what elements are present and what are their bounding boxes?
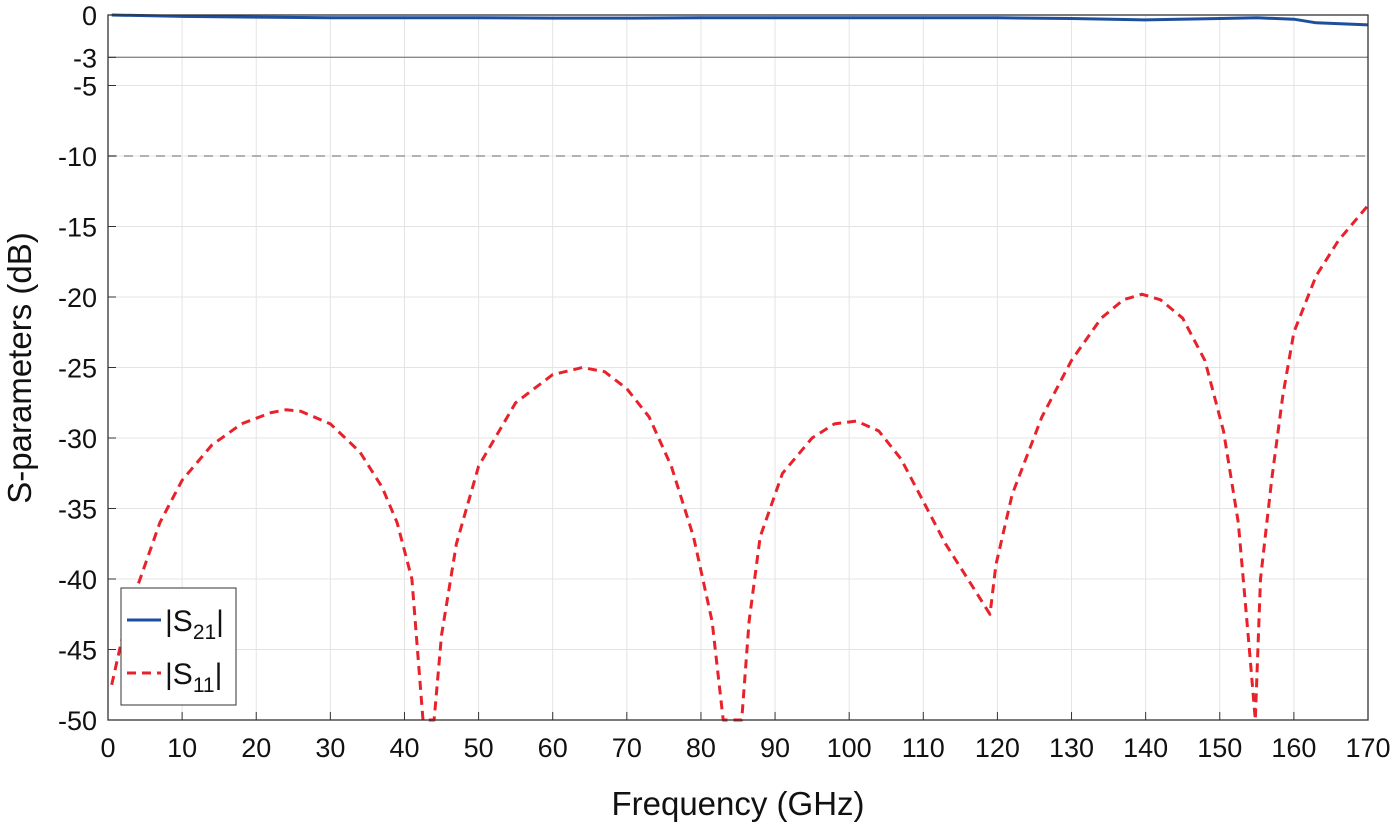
- grid-lines: [107, 14, 1369, 721]
- y-tick-label: -35: [58, 495, 97, 525]
- x-tick-label: 10: [167, 733, 197, 763]
- x-tick-label: 160: [1271, 733, 1316, 763]
- y-tick-label: -20: [58, 283, 97, 313]
- x-tick-label: 170: [1345, 733, 1390, 763]
- x-tick-label: 30: [315, 733, 345, 763]
- x-tick-label: 110: [902, 733, 945, 763]
- data-series: [110, 13, 1370, 722]
- x-tick-label: 140: [1123, 733, 1168, 763]
- legend: |S21| |S11|: [120, 587, 237, 706]
- x-tick-label: 130: [1049, 733, 1094, 763]
- x-axis-title: Frequency (GHz): [611, 785, 864, 822]
- x-tick-label: 40: [389, 733, 419, 763]
- x-tick-label: 0: [100, 733, 115, 763]
- x-tick-label: 90: [760, 733, 790, 763]
- y-tick-label: -50: [58, 706, 97, 736]
- legend-box: [120, 587, 237, 706]
- y-tick-label: -40: [58, 565, 97, 595]
- y-tick-label: -25: [58, 354, 97, 384]
- reference-lines: [108, 56, 1368, 157]
- x-tick-label: 60: [538, 733, 568, 763]
- legend-s11-label: |S11|: [165, 658, 222, 697]
- y-axis-title: S-parameters (dB): [1, 232, 38, 503]
- y-tick-label: -3: [73, 43, 97, 73]
- y-tick-label: 0: [82, 1, 97, 31]
- y-tick-label: -10: [58, 142, 97, 172]
- y-tick-label: -15: [58, 213, 97, 243]
- s11-line: [110, 204, 1370, 722]
- x-tick-label: 80: [686, 733, 716, 763]
- y-tick-label: -30: [58, 424, 97, 454]
- x-tick-label: 50: [464, 733, 494, 763]
- x-axis-ticks: 0 10 20 30 40 50 60 70 80 90 100 110 120 130 140 150 160…: [100, 712, 1391, 763]
- x-tick-label: 120: [975, 733, 1020, 763]
- legend-s21-label: |S21|: [165, 605, 224, 644]
- s21-line: [111, 13, 1369, 27]
- x-tick-label: 70: [612, 733, 642, 763]
- y-axis-ticks: 0 -3-5 -10 -15 -20 -25 -30 -35 -40 -45 -50: [58, 1, 116, 736]
- y-tick-label: -45: [58, 636, 97, 666]
- y-tick-label: -5: [73, 72, 97, 102]
- x-tick-label: 150: [1197, 733, 1242, 763]
- x-tick-label: 20: [241, 733, 271, 763]
- x-tick-label: 100: [827, 733, 872, 763]
